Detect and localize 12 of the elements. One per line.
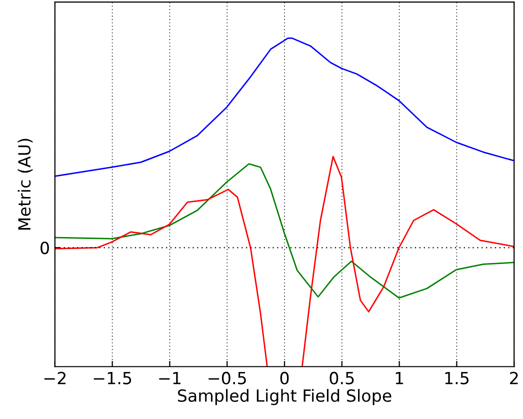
x-tick-label: 0 — [280, 372, 289, 384]
x-tick-label: 0.5 — [330, 372, 354, 384]
y-axis-title: Metric (AU) — [18, 138, 33, 230]
x-axis-title: Sampled Light Field Slope — [178, 389, 392, 406]
x-tick-label: −0.5 — [208, 372, 246, 384]
x-tick-label: −2 — [44, 372, 66, 384]
x-tick-label: 1 — [396, 372, 404, 384]
ref-line-label: 0 — [40, 242, 49, 254]
x-tick-label: 2 — [510, 372, 518, 384]
x-tick-label: −1.5 — [94, 372, 132, 384]
x-tick-label: −1 — [159, 372, 180, 384]
x-tick-label: 1.5 — [445, 372, 469, 384]
